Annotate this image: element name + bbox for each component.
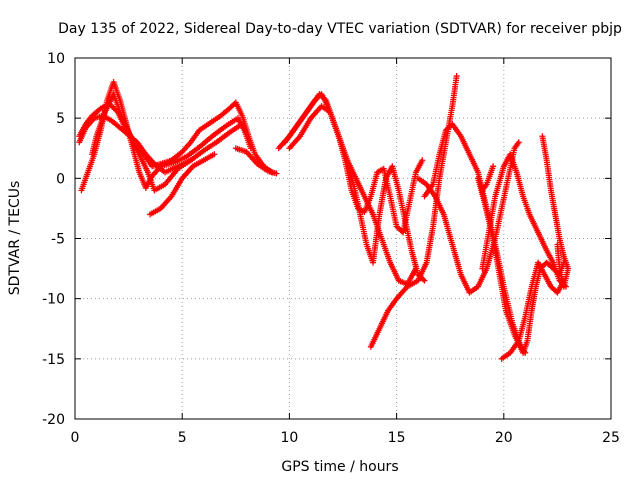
data-point [515, 139, 522, 146]
y-tick-label: 5 [56, 111, 65, 127]
data-point [211, 151, 218, 158]
grid [75, 58, 611, 419]
data-point [554, 241, 561, 248]
y-tick-label: 10 [47, 51, 65, 67]
x-tick-label: 10 [280, 430, 298, 446]
y-tick-label: -5 [51, 232, 65, 248]
data-point [247, 145, 254, 152]
x-axis-label: GPS time / hours [281, 459, 398, 475]
data-point [419, 157, 426, 164]
series-sat-10 [367, 73, 460, 350]
series-sat-6 [232, 145, 280, 177]
series-sat-4 [89, 91, 194, 194]
series-sat-12 [415, 139, 522, 296]
y-tick-label: 0 [56, 171, 65, 187]
data-point [412, 265, 419, 272]
data-point [112, 106, 119, 113]
data-point [273, 170, 280, 177]
data-point [490, 163, 497, 170]
series-sat-5 [147, 151, 218, 218]
data-point [321, 95, 328, 102]
x-tick-label: 25 [602, 430, 620, 446]
series-sat-9 [286, 103, 419, 288]
data-point [237, 122, 244, 129]
data-point [453, 73, 460, 80]
y-tick-label: -10 [42, 292, 65, 308]
chart-title: Day 135 of 2022, Sidereal Day-to-day VTE… [58, 21, 622, 37]
axis-ticks: 0 5 10 15 20 25 -20 -15 -10 -5 0 5 10 [42, 51, 620, 446]
series-sat-15 [475, 175, 567, 356]
y-axis-label: SDTVAR / TECUs [7, 181, 23, 296]
y-tick-label: -20 [42, 412, 65, 428]
data-marks [76, 73, 572, 362]
x-tick-label: 15 [388, 430, 406, 446]
y-tick-label: -15 [42, 352, 65, 368]
x-tick-label: 5 [178, 430, 187, 446]
data-point [187, 157, 194, 164]
series-sat-17 [539, 133, 572, 290]
x-tick-label: 20 [495, 430, 513, 446]
x-tick-label: 0 [71, 430, 80, 446]
data-point [421, 277, 428, 284]
